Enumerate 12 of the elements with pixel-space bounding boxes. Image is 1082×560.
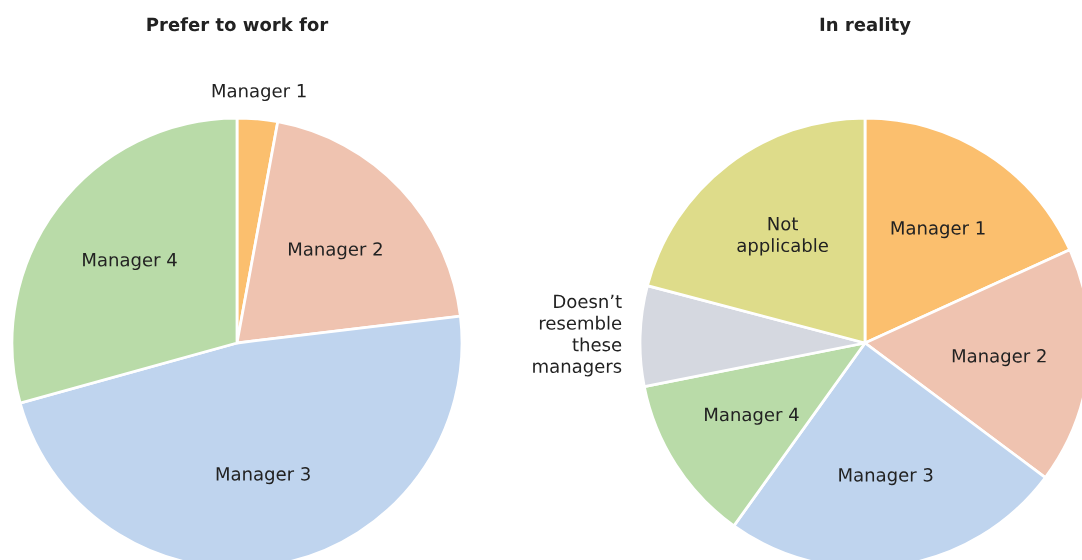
chart-title: In reality bbox=[820, 17, 911, 35]
slice-label: Manager 2 bbox=[289, 242, 382, 260]
chart-title: Prefer to work for bbox=[147, 17, 329, 32]
slice-label: Manager 3 bbox=[839, 467, 933, 486]
slice-label: Manager 1 bbox=[212, 84, 306, 102]
slice-label: Manager 4 bbox=[83, 253, 177, 270]
slice-label: Manager 2 bbox=[952, 348, 1046, 367]
slice-label: Doesn’t resemble these managers bbox=[533, 294, 622, 377]
slice-label: Manager 1 bbox=[891, 221, 985, 239]
slice-label: Not applicable bbox=[737, 217, 828, 256]
slice-label: Manager 3 bbox=[216, 467, 310, 485]
slice-label: Manager 4 bbox=[705, 407, 799, 425]
